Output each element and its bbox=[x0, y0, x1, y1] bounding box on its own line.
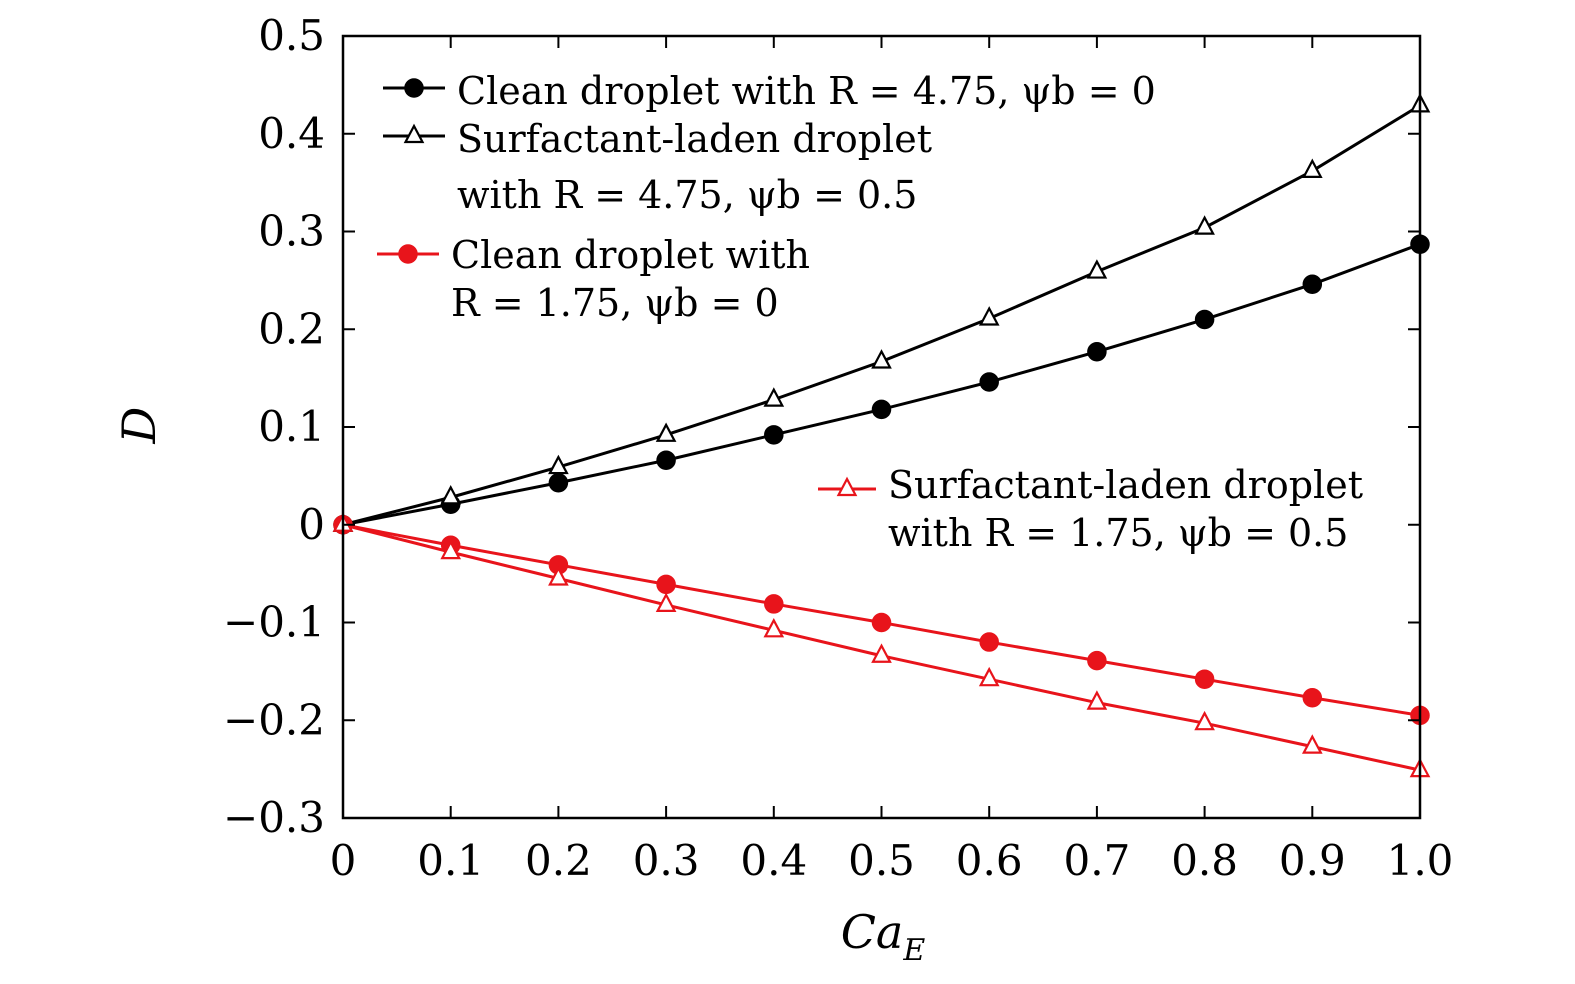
legend-label: R = 1.75, ψb = 0 bbox=[451, 281, 779, 325]
legend: Clean droplet with R = 4.75, ψb = 0Surfa… bbox=[377, 69, 1363, 555]
data-point bbox=[763, 617, 785, 638]
data-point bbox=[1302, 688, 1323, 708]
series-4 bbox=[332, 512, 1431, 778]
data-point bbox=[1301, 158, 1323, 178]
data-point bbox=[764, 425, 784, 445]
series-1 bbox=[333, 234, 1430, 535]
data-point bbox=[548, 454, 569, 475]
legend-label: with R = 1.75, ψb = 0.5 bbox=[888, 511, 1348, 555]
data-point bbox=[979, 372, 999, 392]
legend-label: Surfactant-laden droplet bbox=[457, 117, 932, 161]
x-tick-label: 0.3 bbox=[633, 836, 700, 885]
x-tick-label: 0.4 bbox=[740, 836, 807, 885]
x-axis-label: CaE bbox=[841, 905, 926, 968]
y-tick-label: −0.2 bbox=[223, 695, 325, 744]
data-point bbox=[871, 612, 892, 633]
x-tick-label: 0.5 bbox=[848, 836, 915, 885]
x-tick-label: 1.0 bbox=[1387, 836, 1454, 885]
data-point bbox=[440, 539, 462, 560]
data-point bbox=[1087, 341, 1107, 362]
legend-swatch-marker bbox=[398, 244, 418, 264]
data-point bbox=[979, 632, 999, 652]
series-2 bbox=[332, 93, 1431, 532]
data-point bbox=[440, 485, 462, 505]
plot-area bbox=[332, 93, 1431, 778]
legend-label: Clean droplet with bbox=[451, 233, 810, 277]
data-point bbox=[1086, 690, 1108, 710]
data-point bbox=[548, 472, 569, 493]
data-point bbox=[764, 594, 784, 614]
legend-label: with R = 4.75, ψb = 0.5 bbox=[457, 173, 917, 217]
y-tick-label: 0.4 bbox=[258, 109, 325, 158]
y-tick-label: 0.3 bbox=[258, 207, 325, 256]
y-tick-label: −0.1 bbox=[223, 598, 325, 647]
x-tick-label: 0.2 bbox=[525, 836, 592, 885]
y-tick-label: 0.2 bbox=[258, 304, 325, 353]
data-point bbox=[763, 387, 785, 407]
data-point bbox=[978, 306, 1000, 326]
data-point bbox=[1086, 259, 1108, 279]
data-point bbox=[978, 666, 1000, 687]
data-point bbox=[656, 574, 676, 595]
data-point bbox=[1301, 734, 1323, 754]
data-point bbox=[1087, 650, 1107, 671]
legend-entry-1: Clean droplet with R = 4.75, ψb = 0 bbox=[383, 69, 1156, 113]
x-tick-label: 0.9 bbox=[1279, 836, 1346, 885]
x-axis-label-subscript: E bbox=[902, 933, 925, 968]
y-tick-label: 0 bbox=[298, 500, 325, 549]
legend-swatch-marker bbox=[404, 78, 424, 98]
data-point bbox=[871, 349, 892, 369]
data-point bbox=[1194, 215, 1215, 235]
legend-swatch-marker bbox=[403, 123, 425, 144]
legend-label: Surfactant-laden droplet bbox=[888, 463, 1363, 507]
data-point bbox=[1194, 710, 1215, 731]
y-axis-label: D bbox=[112, 407, 166, 445]
data-point bbox=[655, 422, 677, 442]
x-tick-label: 0.1 bbox=[417, 836, 484, 885]
x-tick-label: 0.8 bbox=[1171, 836, 1238, 885]
legend-label: Clean droplet with R = 4.75, ψb = 0 bbox=[457, 69, 1156, 113]
data-point bbox=[1194, 309, 1215, 330]
x-axis: 0 0.1 0.2 0.3 0.4 0.5 0.6 0.7 0.8 0.9 1.0 bbox=[330, 36, 1454, 885]
data-point bbox=[871, 399, 892, 420]
x-tick-label: 0.7 bbox=[1064, 836, 1131, 885]
y-tick-label: −0.3 bbox=[223, 793, 325, 842]
y-tick-label: 0.1 bbox=[258, 402, 325, 451]
data-point bbox=[548, 566, 569, 586]
data-point bbox=[655, 592, 677, 613]
data-point bbox=[1194, 669, 1215, 689]
data-point bbox=[1302, 274, 1323, 295]
data-point bbox=[871, 643, 892, 663]
legend-entry-2: Surfactant-laden droplet with R = 4.75, ψ… bbox=[383, 117, 932, 217]
legend-swatch-marker bbox=[836, 476, 858, 497]
x-tick-label: 0.6 bbox=[956, 836, 1023, 885]
x-tick-label: 0 bbox=[330, 836, 357, 885]
plot-frame bbox=[341, 34, 1422, 820]
y-tick-label: 0.5 bbox=[258, 11, 325, 60]
data-point bbox=[656, 450, 676, 470]
